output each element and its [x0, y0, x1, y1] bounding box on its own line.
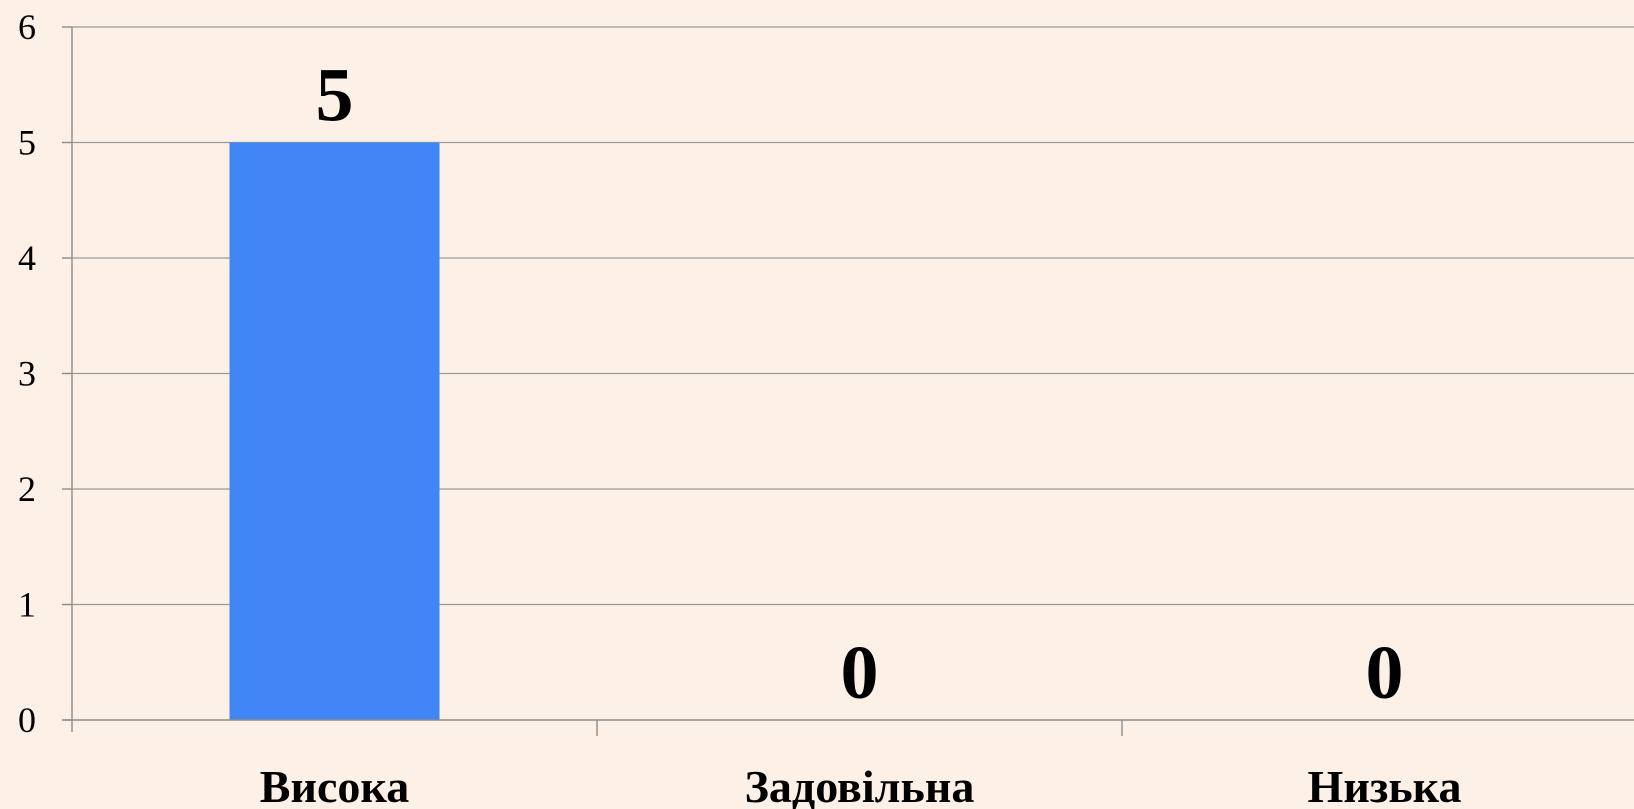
y-tick-label-3: 3 [18, 354, 36, 394]
data-labels: 5 0 0 [316, 54, 1404, 716]
y-tick-label-5: 5 [18, 123, 36, 163]
y-tick-label-0: 0 [18, 700, 36, 740]
x-tick-label-1: Висока [260, 761, 409, 809]
axes [62, 27, 1634, 732]
data-label-2: 0 [841, 631, 879, 715]
x-tick-label-2: Задовільна [745, 761, 975, 809]
x-axis-ticks: Висока Задовільна Низька [260, 720, 1462, 809]
data-label-3: 0 [1366, 631, 1404, 715]
y-tick-label-4: 4 [18, 238, 36, 278]
data-label-1: 5 [316, 54, 354, 138]
y-axis-ticks: 0 1 2 3 4 5 6 [18, 7, 72, 740]
bars [229, 142, 440, 720]
y-tick-label-6: 6 [18, 7, 36, 47]
x-tick-label-3: Низька [1308, 761, 1462, 809]
bar-1 [229, 142, 440, 720]
y-tick-label-1: 1 [18, 585, 36, 625]
y-tick-label-2: 2 [18, 469, 36, 509]
